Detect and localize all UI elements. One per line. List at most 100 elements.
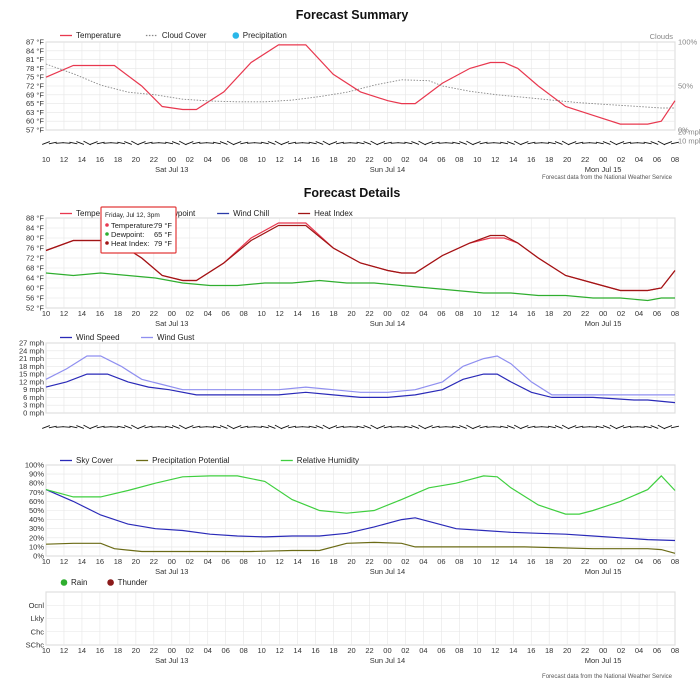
summary-y-tick: 63 °F — [26, 108, 44, 117]
temp-day-tick: Sat Jul 13 — [155, 319, 188, 328]
wind-wind-barb — [247, 426, 256, 428]
summary-wind-barb — [349, 142, 358, 144]
temp-y-tick: 84 °F — [26, 224, 44, 233]
wind-wind-barb — [349, 426, 358, 428]
legend-label-thunder[interactable]: Thunder — [118, 578, 148, 587]
temp-day-tick: Sun Jul 14 — [370, 319, 405, 328]
wind-wind-barb — [636, 426, 645, 428]
summary-wind-barb — [55, 142, 64, 144]
summary-y2-tick: 100% — [678, 38, 698, 47]
sky-hour-tick: 04 — [204, 557, 212, 566]
temp-hour-tick: 14 — [78, 309, 86, 318]
wind-wind-barb — [42, 425, 50, 429]
legend-label-humidity[interactable]: Relative Humidity — [297, 456, 359, 465]
wind-wind-barb — [397, 426, 406, 428]
summary-hour-tick: 10 — [257, 155, 265, 164]
precip-hour-tick: 06 — [437, 646, 445, 655]
summary-hour-tick: 16 — [311, 155, 319, 164]
temp-hour-tick: 16 — [311, 309, 319, 318]
summary-hour-tick: 22 — [150, 155, 158, 164]
wind-wind-barb — [588, 426, 597, 428]
legend-label-rain[interactable]: Rain — [71, 578, 87, 587]
legend-label-windspeed[interactable]: Wind Speed — [76, 333, 120, 342]
sky-hour-tick: 08 — [240, 557, 248, 566]
temp-y-tick: 60 °F — [26, 284, 44, 293]
summary-day-tick: Sat Jul 13 — [155, 165, 188, 174]
wind-wind-barb — [472, 425, 481, 429]
wind-wind-barb — [48, 425, 57, 429]
temp-hour-tick: 12 — [275, 309, 283, 318]
temp-hour-tick: 00 — [168, 309, 176, 318]
sky-hour-tick: 18 — [545, 557, 553, 566]
precip-y-tick: Ocnl — [29, 601, 45, 610]
temp-hour-tick: 10 — [42, 309, 50, 318]
legend-label-windgust[interactable]: Wind Gust — [157, 333, 195, 342]
wind-wind-barb — [165, 425, 174, 429]
wind-wind-barb — [185, 425, 194, 429]
tooltip-dew-dot — [105, 232, 109, 236]
precip-hour-tick: 08 — [671, 646, 679, 655]
summary-hour-tick: 06 — [437, 155, 445, 164]
summary-wind-barb — [520, 141, 529, 145]
wind-wind-barb — [479, 425, 488, 429]
legend-label-heatindex[interactable]: Heat Index — [314, 209, 353, 218]
sky-hour-tick: 22 — [150, 557, 158, 566]
wind-wind-barb — [650, 425, 659, 429]
summary-wind-barb — [342, 142, 351, 144]
precip-hour-tick: 22 — [581, 646, 589, 655]
summary-wind-barb — [233, 141, 242, 145]
wind-wind-barb — [664, 425, 673, 429]
summary-wind-barb — [541, 142, 550, 144]
summary-wind-barb — [664, 141, 673, 145]
legend-label-temperature[interactable]: Temperature — [76, 31, 121, 40]
summary-hour-tick: 04 — [204, 155, 212, 164]
legend-label-sky[interactable]: Sky Cover — [76, 456, 113, 465]
summary-y-tick: 69 °F — [26, 90, 44, 99]
precip-y-tick: SChc — [26, 641, 45, 650]
wind-wind-barb — [89, 425, 98, 429]
tooltip-hi-dot — [105, 241, 109, 245]
summary-wind-barb — [137, 141, 146, 145]
wind-wind-barb — [260, 425, 269, 429]
legend-label-windchill[interactable]: Wind Chill — [233, 209, 269, 218]
summary-hour-tick: 16 — [527, 155, 535, 164]
summary-hour-tick: 00 — [168, 155, 176, 164]
summary-wind-barb — [322, 140, 331, 146]
sky-hour-tick: 10 — [473, 557, 481, 566]
wind-y-tick: 27 mph — [19, 339, 44, 348]
summary-wind-barb — [486, 142, 495, 144]
temp-hour-tick: 22 — [365, 309, 373, 318]
temp-hour-tick: 16 — [96, 309, 104, 318]
sky-y-tick: 10% — [29, 542, 44, 551]
precip-hour-tick: 00 — [168, 646, 176, 655]
precip-day-tick: Mon Jul 15 — [585, 656, 622, 665]
temp-hour-tick: 06 — [437, 309, 445, 318]
sky-y-tick: 40% — [29, 515, 44, 524]
temp-hour-tick: 08 — [455, 309, 463, 318]
legend-label-cloud[interactable]: Cloud Cover — [162, 31, 207, 40]
sky-hour-tick: 02 — [186, 557, 194, 566]
summary-wind-barb — [650, 141, 659, 145]
summary-wind-barb — [500, 141, 509, 145]
wind-wind-barb — [595, 425, 604, 429]
summary-wind-barb — [103, 142, 112, 144]
legend-label-precippot[interactable]: Precipitation Potential — [152, 456, 230, 465]
wind-wind-barb — [96, 425, 105, 429]
summary-wind-barb — [466, 140, 474, 146]
legend-label-dewpoint[interactable]: Dewpoint — [162, 209, 196, 218]
sky-hour-tick: 00 — [599, 557, 607, 566]
series-windgust — [45, 355, 675, 396]
summary-hour-tick: 18 — [329, 155, 337, 164]
summary-wind-barb — [253, 142, 262, 144]
temp-hour-tick: 02 — [186, 309, 194, 318]
wind-wind-barb — [55, 426, 64, 428]
legend-label-precip[interactable]: Precipitation — [243, 31, 287, 40]
precip-hour-tick: 08 — [240, 646, 248, 655]
wind-wind-barb — [137, 425, 146, 429]
temp-hour-tick: 14 — [293, 309, 301, 318]
sky-hour-tick: 02 — [401, 557, 409, 566]
wind-wind-barb — [404, 425, 413, 429]
temp-y-tick: 52 °F — [26, 304, 44, 313]
details-title: Forecast Details — [304, 186, 401, 200]
legend-label-temperature-d[interactable]: Temperature — [76, 209, 121, 218]
